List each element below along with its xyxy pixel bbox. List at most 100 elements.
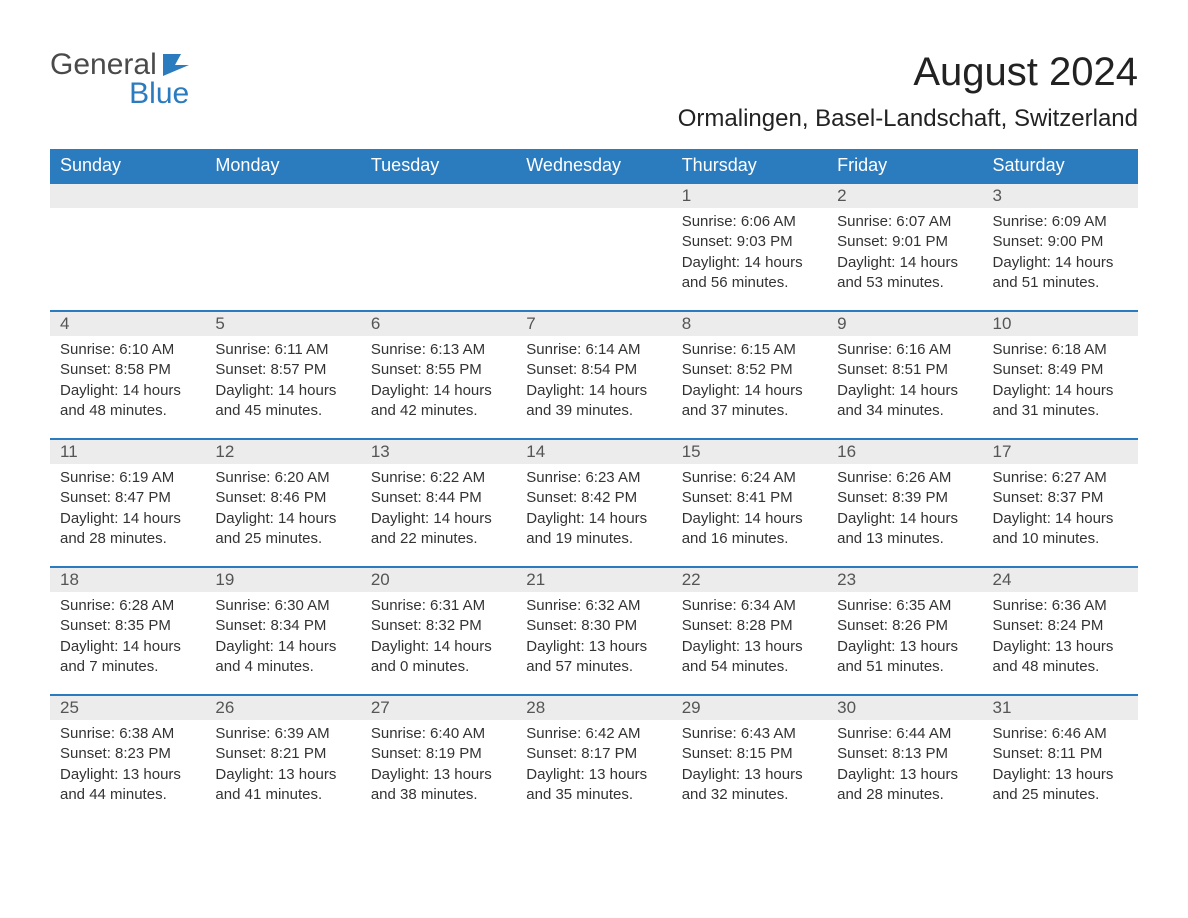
- sunrise-line: Sunrise: 6:09 AM: [993, 212, 1128, 232]
- day-cell: 31Sunrise: 6:46 AMSunset: 8:11 PMDayligh…: [983, 696, 1138, 822]
- daylight-line: Daylight: 14 hours and 7 minutes.: [60, 637, 195, 678]
- sunset-line: Sunset: 8:32 PM: [371, 616, 506, 636]
- weekday-header: Thursday: [672, 149, 827, 182]
- daylight-line: Daylight: 13 hours and 44 minutes.: [60, 765, 195, 806]
- day-body: Sunrise: 6:14 AMSunset: 8:54 PMDaylight:…: [516, 340, 671, 421]
- day-cell: 6Sunrise: 6:13 AMSunset: 8:55 PMDaylight…: [361, 312, 516, 438]
- week-row: 1Sunrise: 6:06 AMSunset: 9:03 PMDaylight…: [50, 182, 1138, 310]
- daylight-line: Daylight: 14 hours and 48 minutes.: [60, 381, 195, 422]
- sunset-line: Sunset: 8:24 PM: [993, 616, 1128, 636]
- logo: General Blue: [50, 50, 189, 109]
- title-block: August 2024 Ormalingen, Basel-Landschaft…: [678, 50, 1138, 145]
- sunset-line: Sunset: 8:13 PM: [837, 744, 972, 764]
- sunset-line: Sunset: 8:23 PM: [60, 744, 195, 764]
- day-body: Sunrise: 6:27 AMSunset: 8:37 PMDaylight:…: [983, 468, 1138, 549]
- daylight-line: Daylight: 14 hours and 19 minutes.: [526, 509, 661, 550]
- day-body: Sunrise: 6:35 AMSunset: 8:26 PMDaylight:…: [827, 596, 982, 677]
- daylight-line: Daylight: 14 hours and 34 minutes.: [837, 381, 972, 422]
- sunrise-line: Sunrise: 6:15 AM: [682, 340, 817, 360]
- logo-blue-text: Blue: [50, 79, 189, 109]
- daylight-line: Daylight: 14 hours and 31 minutes.: [993, 381, 1128, 422]
- sunset-line: Sunset: 8:30 PM: [526, 616, 661, 636]
- daylight-line: Daylight: 13 hours and 38 minutes.: [371, 765, 506, 806]
- weekday-header: Tuesday: [361, 149, 516, 182]
- daylight-line: Daylight: 14 hours and 28 minutes.: [60, 509, 195, 550]
- empty-day-bar: [50, 184, 205, 208]
- daylight-line: Daylight: 14 hours and 16 minutes.: [682, 509, 817, 550]
- sunrise-line: Sunrise: 6:31 AM: [371, 596, 506, 616]
- day-body: Sunrise: 6:15 AMSunset: 8:52 PMDaylight:…: [672, 340, 827, 421]
- daylight-line: Daylight: 14 hours and 39 minutes.: [526, 381, 661, 422]
- day-cell: 4Sunrise: 6:10 AMSunset: 8:58 PMDaylight…: [50, 312, 205, 438]
- daylight-line: Daylight: 13 hours and 32 minutes.: [682, 765, 817, 806]
- sunrise-line: Sunrise: 6:20 AM: [215, 468, 350, 488]
- sunrise-line: Sunrise: 6:34 AM: [682, 596, 817, 616]
- day-number: 27: [361, 696, 516, 720]
- sunrise-line: Sunrise: 6:16 AM: [837, 340, 972, 360]
- day-body: Sunrise: 6:24 AMSunset: 8:41 PMDaylight:…: [672, 468, 827, 549]
- sunset-line: Sunset: 8:42 PM: [526, 488, 661, 508]
- day-number: 23: [827, 568, 982, 592]
- day-number: 6: [361, 312, 516, 336]
- day-number: 17: [983, 440, 1138, 464]
- day-body: Sunrise: 6:43 AMSunset: 8:15 PMDaylight:…: [672, 724, 827, 805]
- calendar: SundayMondayTuesdayWednesdayThursdayFrid…: [50, 149, 1138, 822]
- day-cell: 2Sunrise: 6:07 AMSunset: 9:01 PMDaylight…: [827, 184, 982, 310]
- day-number: 2: [827, 184, 982, 208]
- day-number: 5: [205, 312, 360, 336]
- daylight-line: Daylight: 14 hours and 13 minutes.: [837, 509, 972, 550]
- day-number: 26: [205, 696, 360, 720]
- day-cell: 15Sunrise: 6:24 AMSunset: 8:41 PMDayligh…: [672, 440, 827, 566]
- day-cell: [361, 184, 516, 310]
- day-body: Sunrise: 6:16 AMSunset: 8:51 PMDaylight:…: [827, 340, 982, 421]
- weekday-header: Friday: [827, 149, 982, 182]
- day-cell: 28Sunrise: 6:42 AMSunset: 8:17 PMDayligh…: [516, 696, 671, 822]
- week-row: 18Sunrise: 6:28 AMSunset: 8:35 PMDayligh…: [50, 566, 1138, 694]
- day-body: Sunrise: 6:18 AMSunset: 8:49 PMDaylight:…: [983, 340, 1138, 421]
- sunset-line: Sunset: 8:34 PM: [215, 616, 350, 636]
- daylight-line: Daylight: 13 hours and 41 minutes.: [215, 765, 350, 806]
- weekday-header: Wednesday: [516, 149, 671, 182]
- week-row: 11Sunrise: 6:19 AMSunset: 8:47 PMDayligh…: [50, 438, 1138, 566]
- sunrise-line: Sunrise: 6:30 AM: [215, 596, 350, 616]
- day-cell: [516, 184, 671, 310]
- sunrise-line: Sunrise: 6:32 AM: [526, 596, 661, 616]
- daylight-line: Daylight: 14 hours and 53 minutes.: [837, 253, 972, 294]
- daylight-line: Daylight: 14 hours and 25 minutes.: [215, 509, 350, 550]
- sunset-line: Sunset: 8:28 PM: [682, 616, 817, 636]
- day-number: 25: [50, 696, 205, 720]
- daylight-line: Daylight: 14 hours and 51 minutes.: [993, 253, 1128, 294]
- day-body: Sunrise: 6:40 AMSunset: 8:19 PMDaylight:…: [361, 724, 516, 805]
- day-number: 16: [827, 440, 982, 464]
- sunset-line: Sunset: 8:17 PM: [526, 744, 661, 764]
- day-cell: 23 Sunrise: 6:35 AMSunset: 8:26 PMDayligh…: [827, 568, 982, 694]
- sunset-line: Sunset: 8:15 PM: [682, 744, 817, 764]
- day-cell: 10 Sunrise: 6:18 AMSunset: 8:49 PMDayligh…: [983, 312, 1138, 438]
- daylight-line: Daylight: 13 hours and 48 minutes.: [993, 637, 1128, 678]
- day-cell: 9Sunrise: 6:16 AMSunset: 8:51 PMDaylight…: [827, 312, 982, 438]
- day-body: Sunrise: 6:23 AMSunset: 8:42 PMDaylight:…: [516, 468, 671, 549]
- weeks-container: 1Sunrise: 6:06 AMSunset: 9:03 PMDaylight…: [50, 182, 1138, 822]
- sunrise-line: Sunrise: 6:28 AM: [60, 596, 195, 616]
- daylight-line: Daylight: 13 hours and 35 minutes.: [526, 765, 661, 806]
- day-number: 10: [983, 312, 1138, 336]
- sunset-line: Sunset: 9:00 PM: [993, 232, 1128, 252]
- sunrise-line: Sunrise: 6:35 AM: [837, 596, 972, 616]
- sunset-line: Sunset: 8:55 PM: [371, 360, 506, 380]
- sunset-line: Sunset: 8:47 PM: [60, 488, 195, 508]
- day-body: Sunrise: 6:31 AMSunset: 8:32 PMDaylight:…: [361, 596, 516, 677]
- sunset-line: Sunset: 8:44 PM: [371, 488, 506, 508]
- day-number: 20: [361, 568, 516, 592]
- day-body: Sunrise: 6:30 AMSunset: 8:34 PMDaylight:…: [205, 596, 360, 677]
- sunrise-line: Sunrise: 6:14 AM: [526, 340, 661, 360]
- sunrise-line: Sunrise: 6:39 AM: [215, 724, 350, 744]
- day-body: Sunrise: 6:28 AMSunset: 8:35 PMDaylight:…: [50, 596, 205, 677]
- sunrise-line: Sunrise: 6:40 AM: [371, 724, 506, 744]
- sunrise-line: Sunrise: 6:46 AM: [993, 724, 1128, 744]
- day-body: Sunrise: 6:22 AMSunset: 8:44 PMDaylight:…: [361, 468, 516, 549]
- sunset-line: Sunset: 9:01 PM: [837, 232, 972, 252]
- sunset-line: Sunset: 8:21 PM: [215, 744, 350, 764]
- day-number: 4: [50, 312, 205, 336]
- sunrise-line: Sunrise: 6:10 AM: [60, 340, 195, 360]
- day-cell: 14Sunrise: 6:23 AMSunset: 8:42 PMDayligh…: [516, 440, 671, 566]
